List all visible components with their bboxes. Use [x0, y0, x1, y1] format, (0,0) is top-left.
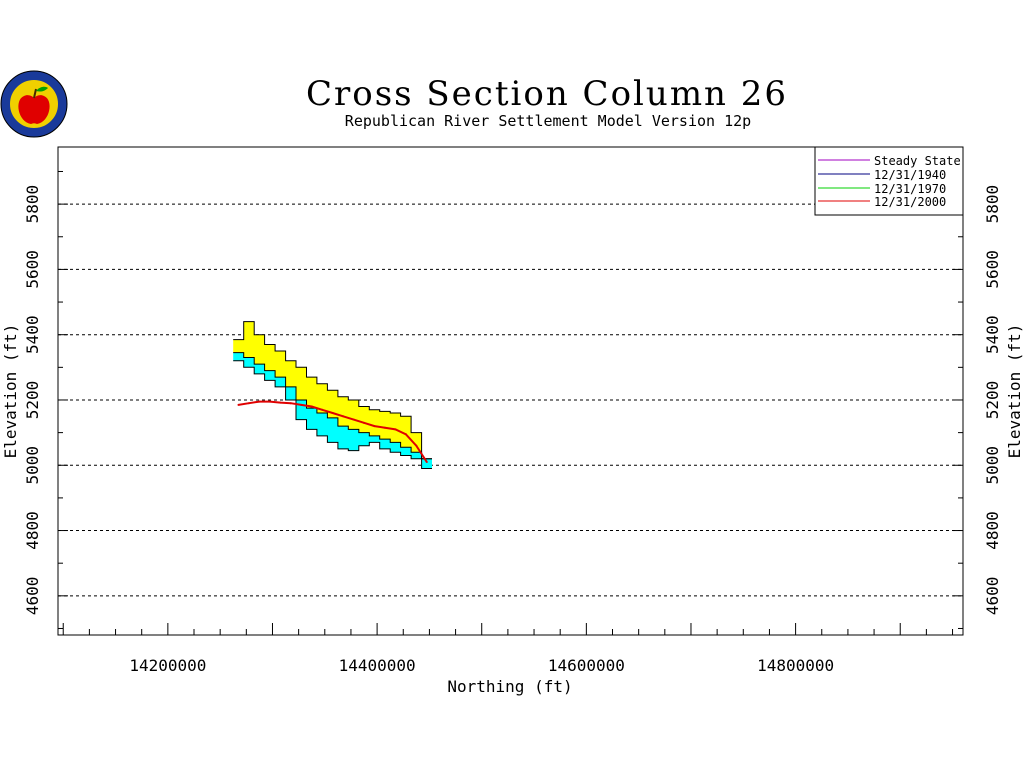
series-point-3-5: [289, 402, 292, 405]
top-outline: [233, 321, 432, 460]
y-tick-labels-right: 4600 4800 5000 5200 5400 5600 5800: [983, 185, 1002, 615]
chart-subtitle: Republican River Settlement Model Versio…: [345, 112, 751, 130]
y-tick-label-left-3: 5200: [23, 381, 42, 420]
y-tick-label-left-0: 4600: [23, 577, 42, 616]
y-tick-label-left-6: 5800: [23, 185, 42, 224]
chart-title: Cross Section Column 26: [306, 74, 788, 114]
unsaturated-zone-fill: [233, 321, 432, 459]
logo-seal: [0, 70, 68, 138]
x-tick-label-3: 14800000: [757, 656, 834, 675]
series-point-3-1: [247, 402, 250, 405]
plot-frame: [57, 146, 964, 636]
y-tick-label-right-0: 4600: [983, 577, 1002, 616]
series-point-3-3: [268, 400, 271, 403]
y-tick-label-left-4: 5400: [23, 315, 42, 354]
base-outline: [233, 360, 432, 469]
grid-lines: [58, 203, 963, 597]
series-point-3-14: [383, 426, 386, 429]
series-point-3-15: [394, 428, 397, 431]
y-tick-label-right-4: 5400: [983, 315, 1002, 354]
apple-icon: [18, 95, 50, 124]
y-tick-label-left-2: 5000: [23, 446, 42, 485]
series-lines: [237, 400, 428, 463]
series-point-3-11: [352, 418, 355, 421]
axis-ticks: [58, 170, 963, 635]
x-axis-label: Northing (ft): [447, 677, 572, 696]
legend-label-0: Steady State: [874, 154, 961, 168]
series-point-3-12: [363, 421, 366, 424]
series-point-3-4: [279, 401, 282, 404]
y-tick-label-left-5: 5600: [23, 250, 42, 289]
series-point-3-9: [331, 412, 334, 415]
series-point-3-17: [415, 444, 418, 447]
x-tick-label-1: 14400000: [339, 656, 416, 675]
x-tick-label-2: 14600000: [548, 656, 625, 675]
series-point-3-2: [258, 400, 261, 403]
series-point-3-10: [342, 415, 345, 418]
y-tick-label-right-5: 5600: [983, 250, 1002, 289]
legend-label-3: 12/31/2000: [874, 195, 946, 209]
x-tick-labels: 14200000 14400000 14600000 14800000: [129, 656, 834, 675]
series-point-3-8: [321, 408, 324, 411]
series-point-3-13: [373, 425, 376, 428]
series-point-3-7: [310, 405, 313, 408]
y-tick-label-right-2: 5000: [983, 446, 1002, 485]
series-point-3-0: [237, 403, 240, 406]
y-tick-label-left-1: 4800: [23, 511, 42, 550]
x-tick-label-0: 14200000: [129, 656, 206, 675]
legend-label-2: 12/31/1970: [874, 182, 946, 196]
y-tick-label-right-3: 5200: [983, 381, 1002, 420]
legend-label-1: 12/31/1940: [874, 168, 946, 182]
legend-box: [814, 146, 964, 216]
y-tick-label-right-6: 5800: [983, 185, 1002, 224]
series-point-3-6: [300, 403, 303, 406]
layer-fills: [233, 321, 432, 469]
y-tick-labels-left: 4600 4800 5000 5200 5400 5600 5800: [23, 185, 42, 615]
legend: Steady State 12/31/1940 12/31/1970 12/31…: [814, 146, 964, 216]
aquifer-top-outline: [233, 352, 432, 460]
y-tick-label-right-1: 4800: [983, 511, 1002, 550]
y-axis-label-left: Elevation (ft): [1, 324, 20, 459]
series-point-3-16: [404, 433, 407, 436]
y-axis-label-right: Elevation (ft): [1005, 324, 1024, 459]
series-point-3-18: [425, 460, 428, 463]
